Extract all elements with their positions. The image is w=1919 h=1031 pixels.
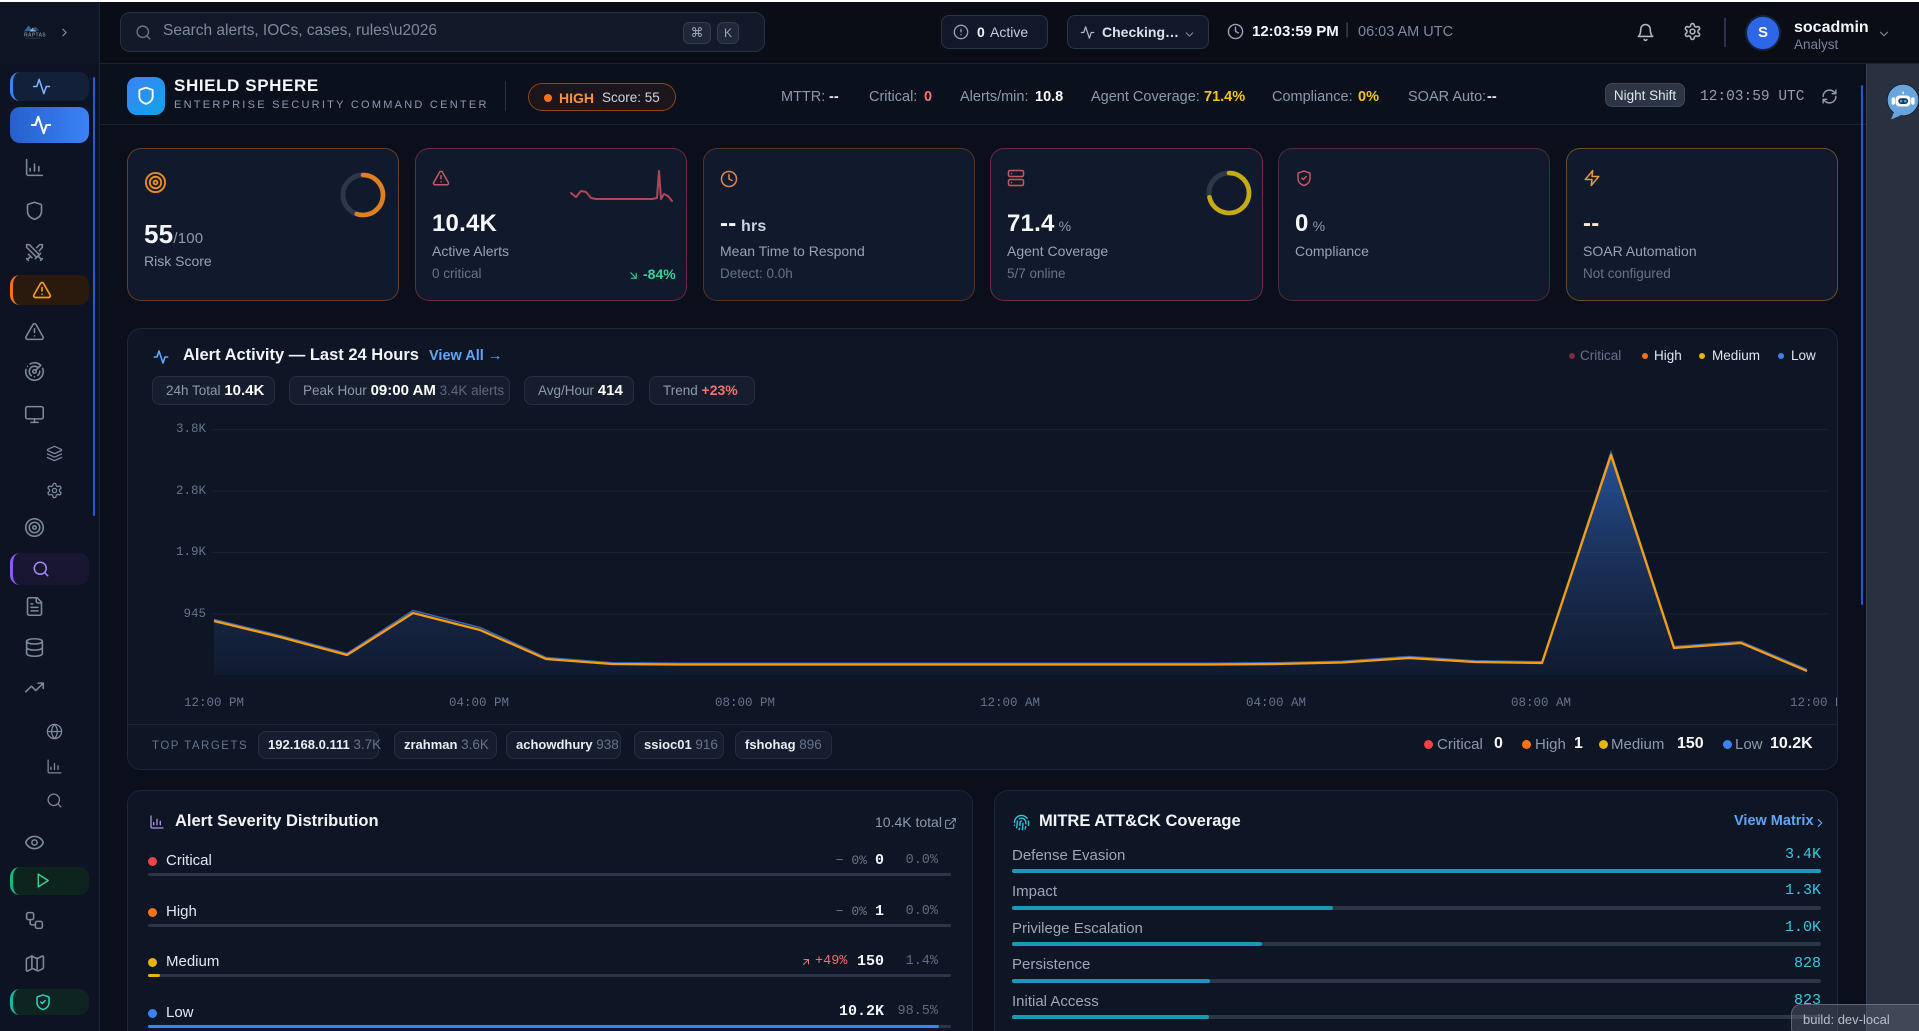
svg-text:RAPTAS: RAPTAS — [24, 33, 46, 39]
